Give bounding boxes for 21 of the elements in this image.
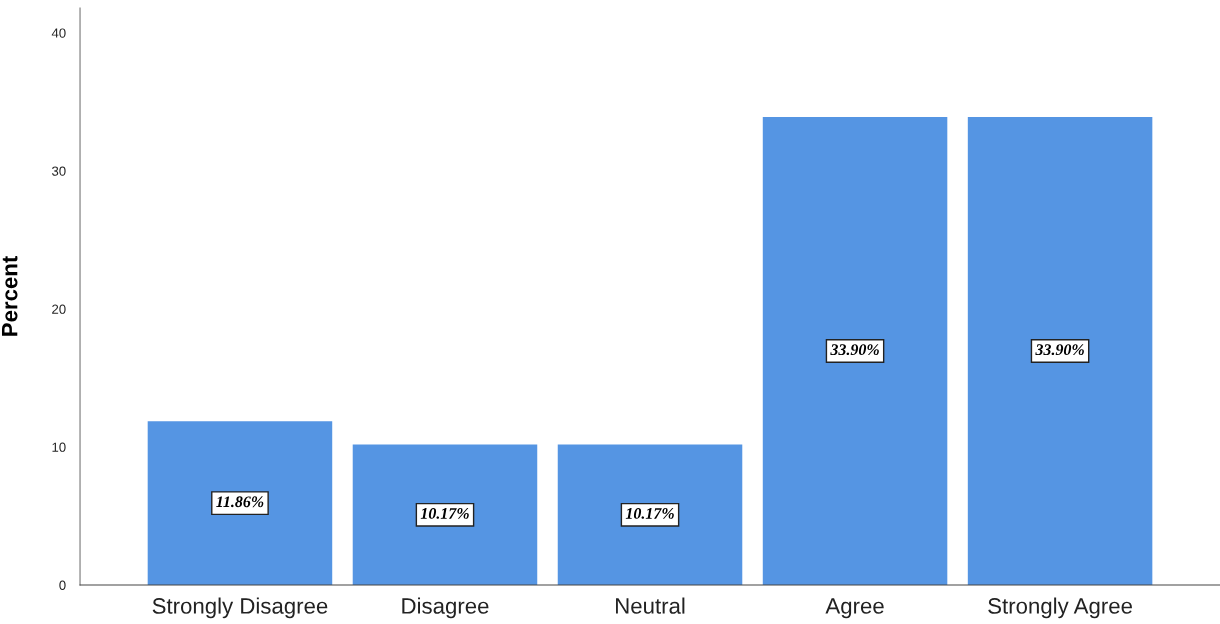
x-tick-label: Disagree (402, 597, 489, 619)
data-label: 10.17% (420, 508, 469, 519)
x-tick-label: Agree (825, 598, 884, 619)
data-label: 10.17% (625, 508, 674, 519)
bar (967, 117, 1153, 585)
y-tick-label: 30 (51, 166, 66, 176)
y-tick-label: 40 (51, 28, 66, 38)
y-tick-label: 0 (59, 580, 66, 590)
y-tick-label: 10 (52, 442, 66, 452)
x-tick-label: Strongly Agree (988, 597, 1132, 619)
data-label: 11.86% (216, 496, 264, 508)
y-axis-title: Percent (1, 256, 18, 336)
bar (147, 421, 333, 585)
x-tick-label: Neutral (616, 597, 685, 614)
x-tick-label: Strongly Disagree (152, 597, 328, 619)
data-label: 33.90% (830, 344, 879, 356)
y-tick-label: 20 (52, 304, 66, 314)
bar (762, 117, 948, 585)
bar (557, 444, 743, 585)
bar (352, 444, 538, 585)
data-label: 33.90% (1035, 344, 1084, 356)
